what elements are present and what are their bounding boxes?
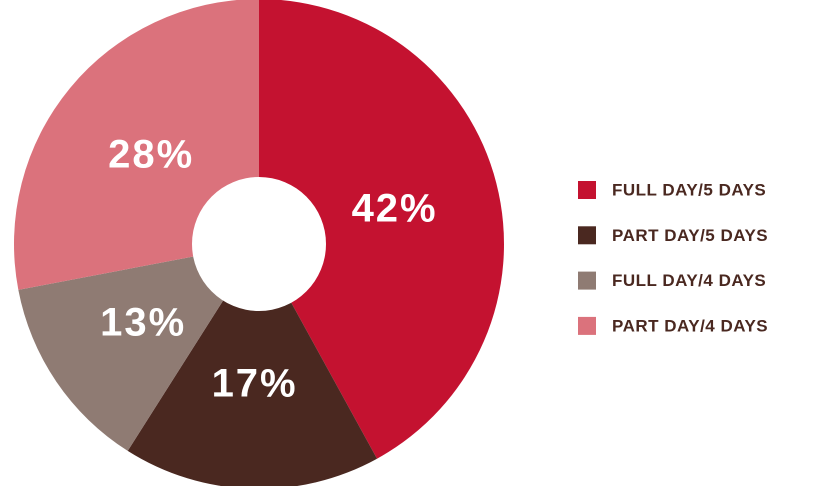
legend-label: FULL DAY/4 DAYS — [612, 271, 766, 290]
slice — [259, 0, 504, 459]
data-label: 28% — [108, 132, 194, 176]
legend-swatch — [578, 316, 596, 335]
legend-label: FULL DAY/5 DAYS — [612, 180, 766, 199]
legend-label: PART DAY/4 DAYS — [612, 316, 768, 335]
data-label: 13% — [100, 300, 186, 344]
legend-swatch — [578, 181, 596, 199]
legend-label: PART DAY/5 DAYS — [612, 226, 768, 245]
legend-swatch — [578, 226, 596, 245]
data-label: 17% — [212, 361, 298, 405]
data-label: 42% — [352, 187, 438, 231]
slice — [127, 244, 378, 486]
donut-hole — [192, 177, 326, 311]
slice — [18, 244, 259, 451]
legend-swatch — [578, 271, 596, 290]
